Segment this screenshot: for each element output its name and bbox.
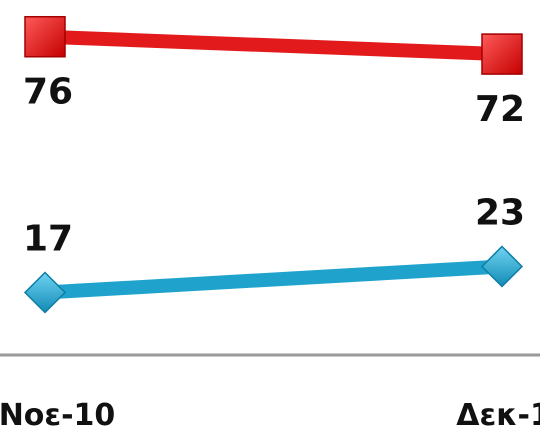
series-2-point-2 bbox=[480, 245, 524, 288]
x-tick-label-2: Δεκ-10 bbox=[456, 398, 540, 433]
series-2-data-label-2: 23 bbox=[475, 192, 525, 233]
series-1-data-label-2: 72 bbox=[475, 89, 525, 130]
series-1-line bbox=[44, 29, 503, 62]
series-2-line bbox=[44, 259, 503, 300]
series-1-point-2 bbox=[481, 33, 523, 75]
x-tick-label-1: Νοε-10 bbox=[0, 398, 115, 433]
series-1: 76 72 bbox=[23, 15, 525, 130]
series-1-point-1 bbox=[24, 15, 66, 58]
x-tick-labels: Νοε-10 Δεκ-10 bbox=[0, 398, 540, 433]
series-1-data-label-1: 76 bbox=[23, 72, 73, 113]
series-2-point-1 bbox=[23, 271, 67, 314]
series-2-data-label-1: 17 bbox=[23, 219, 73, 260]
